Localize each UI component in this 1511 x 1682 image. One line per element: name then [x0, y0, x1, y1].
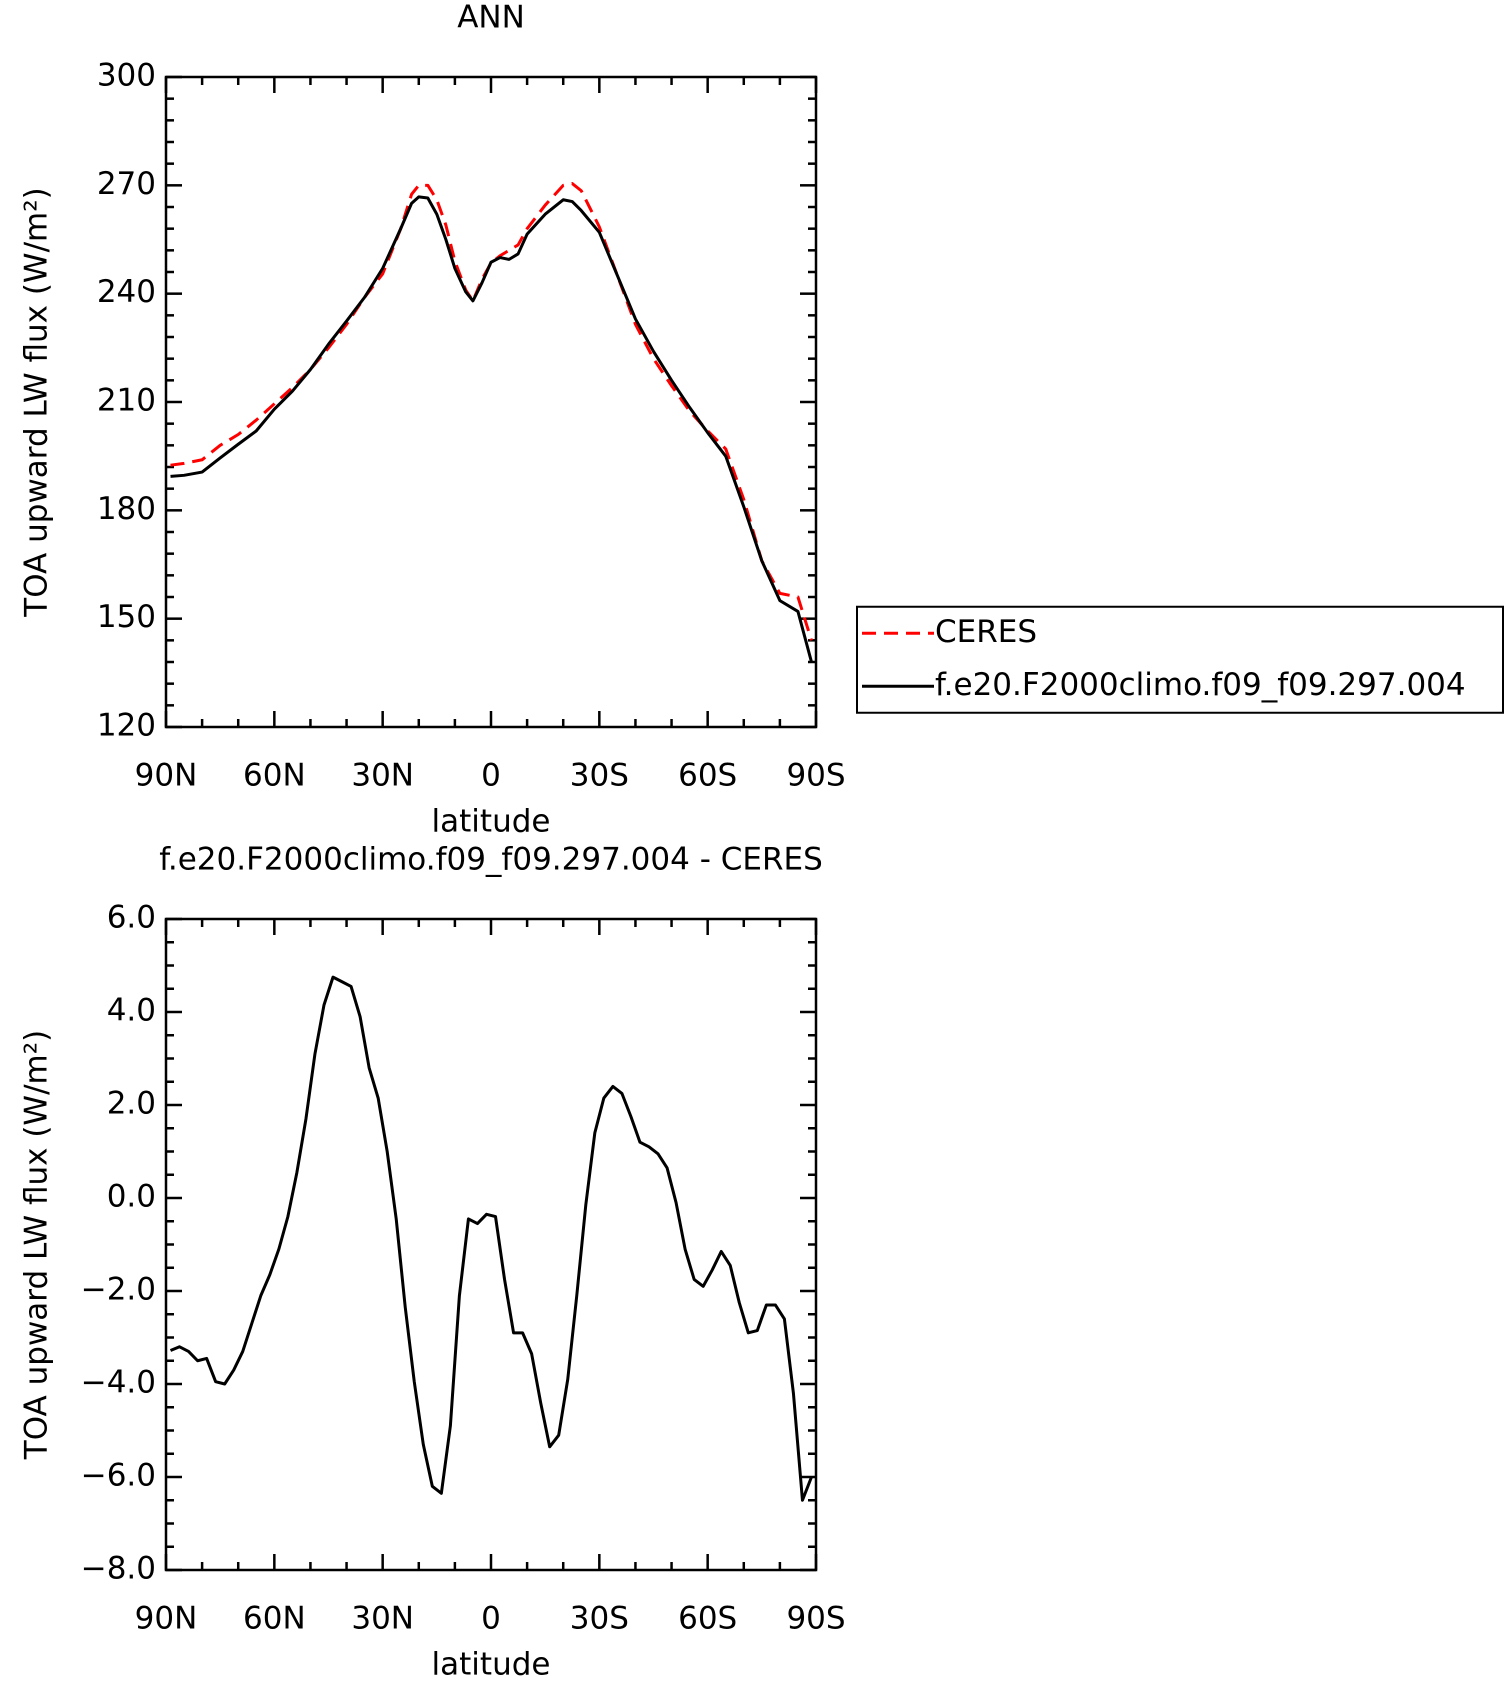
- x-tick-label: 0: [481, 1601, 501, 1637]
- legend-box: [856, 605, 1504, 714]
- x-axis-label: latitude: [432, 1647, 551, 1682]
- y-tick-label: 120: [97, 708, 156, 744]
- chart-title: f.e20.F2000climo.f09_f09.297.004 - CERES: [159, 842, 823, 878]
- x-tick-label: 90S: [786, 758, 845, 794]
- data-line: [169, 975, 813, 1502]
- y-axis-label: TOA upward LW flux (W/m²): [19, 1030, 55, 1460]
- y-tick-label: 150: [97, 599, 156, 635]
- x-tick-label: 90N: [135, 1601, 198, 1637]
- x-tick-label: 90S: [786, 1601, 845, 1637]
- data-line: [170, 182, 813, 641]
- x-tick-label: 60N: [243, 1601, 306, 1637]
- x-tick-label: 60N: [243, 758, 306, 794]
- y-tick-label: 270: [97, 166, 156, 202]
- y-tick-label: 210: [97, 383, 156, 419]
- y-tick-label: 4.0: [107, 993, 156, 1029]
- plot-frame: [164, 917, 818, 1572]
- x-tick-label: 30N: [351, 1601, 414, 1637]
- y-tick-label: −2.0: [81, 1272, 156, 1308]
- plot-frame: [164, 75, 818, 729]
- legend-label: f.e20.F2000climo.f09_f09.297.004: [935, 667, 1466, 703]
- x-tick-label: 90N: [135, 758, 198, 794]
- chart-title: ANN: [457, 0, 525, 36]
- y-tick-label: 0.0: [107, 1179, 156, 1215]
- x-tick-label: 60S: [678, 758, 737, 794]
- legend-label: CERES: [935, 614, 1037, 650]
- data-line: [170, 195, 813, 663]
- y-tick-label: −6.0: [81, 1458, 156, 1494]
- x-tick-label: 60S: [678, 1601, 737, 1637]
- x-tick-label: 30S: [570, 758, 629, 794]
- plot-panel: f.e20.F2000climo.f09_f09.297.004 - CERES…: [19, 842, 846, 1682]
- y-axis-label: TOA upward LW flux (W/m²): [19, 187, 55, 617]
- y-tick-label: 6.0: [107, 900, 156, 936]
- x-axis-label: latitude: [432, 804, 551, 840]
- y-tick-label: −8.0: [81, 1551, 156, 1587]
- x-tick-label: 30N: [351, 758, 414, 794]
- plot-panel: ANN 120 150 180 210 240 270 300 90N 60N 30N 0 30S 60S…: [19, 0, 1504, 840]
- y-tick-label: 300: [97, 58, 156, 94]
- x-tick-label: 0: [481, 758, 501, 794]
- y-tick-label: 2.0: [107, 1086, 156, 1122]
- x-tick-label: 30S: [570, 1601, 629, 1637]
- y-tick-label: 240: [97, 274, 156, 310]
- y-tick-label: −4.0: [81, 1365, 156, 1401]
- y-tick-label: 180: [97, 491, 156, 527]
